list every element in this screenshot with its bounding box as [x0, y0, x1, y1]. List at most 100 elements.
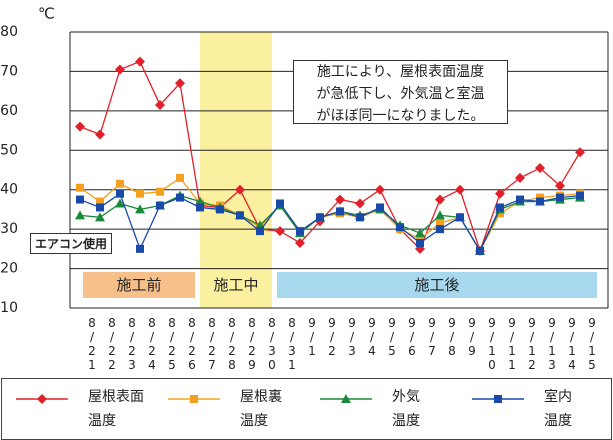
- marker: [216, 205, 224, 214]
- marker: [436, 225, 444, 234]
- legend-label: 外気 温度: [392, 389, 420, 429]
- marker: [136, 189, 144, 198]
- y-tick-label: 50: [0, 142, 18, 158]
- marker: [556, 193, 564, 202]
- series-line: [79, 194, 581, 253]
- legend-swatch: [472, 395, 524, 403]
- marker: [536, 197, 544, 206]
- marker: [115, 198, 125, 208]
- x-tick-label: 9/5: [385, 316, 399, 358]
- marker: [555, 180, 565, 191]
- x-tick-label: 8/28: [225, 316, 239, 372]
- x-tick-label: 9/15: [585, 316, 599, 372]
- legend-label: 屋根表面 温度: [88, 389, 144, 429]
- marker: [455, 184, 465, 195]
- marker: [356, 213, 364, 222]
- callout: エアコン使用: [30, 233, 113, 254]
- unit-label: ℃: [38, 5, 55, 23]
- marker: [335, 194, 345, 205]
- marker: [494, 395, 502, 403]
- x-tick-label: 9/4: [365, 316, 379, 358]
- marker: [436, 219, 444, 228]
- marker: [336, 207, 344, 216]
- x-tick-label: 8/31: [285, 316, 299, 372]
- marker: [176, 193, 184, 202]
- marker: [76, 183, 84, 192]
- marker: [275, 226, 285, 237]
- x-tick-label: 9/2: [325, 316, 339, 358]
- marker: [416, 238, 424, 247]
- series-line: [79, 192, 581, 253]
- marker: [341, 394, 351, 403]
- marker: [95, 212, 105, 222]
- legend-item: 屋根裏 温度: [166, 383, 316, 435]
- phase-shade: [200, 32, 272, 308]
- marker: [415, 228, 425, 238]
- marker: [495, 188, 505, 199]
- marker: [116, 189, 124, 198]
- x-tick-label: 9/10: [485, 316, 499, 372]
- marker: [190, 395, 198, 403]
- legend: 屋根表面 温度 屋根裏 温度 外気 温度 室内 温度: [1, 378, 612, 440]
- x-tick-label: 8/29: [245, 316, 259, 372]
- marker: [75, 121, 85, 132]
- x-tick-label: 9/8: [445, 316, 459, 358]
- legend-item: 屋根表面 温度: [14, 383, 164, 435]
- marker: [295, 237, 305, 248]
- x-tick-label: 8/23: [125, 316, 139, 372]
- marker: [156, 187, 164, 196]
- legend-swatch: [320, 394, 372, 403]
- x-tick-label: 8/21: [85, 316, 99, 372]
- marker: [375, 184, 385, 195]
- legend-swatch: [16, 394, 68, 404]
- marker: [195, 196, 205, 206]
- marker: [476, 246, 484, 255]
- x-tick-label: 8/30: [265, 316, 279, 372]
- marker: [176, 173, 184, 182]
- legend-label: 室内 温度: [544, 389, 572, 429]
- marker: [296, 227, 304, 236]
- x-tick-label: 9/7: [425, 316, 439, 358]
- marker: [396, 223, 404, 232]
- marker: [75, 210, 85, 220]
- marker: [496, 203, 504, 212]
- marker: [515, 172, 525, 183]
- marker: [116, 179, 124, 188]
- y-tick-label: 70: [0, 63, 18, 79]
- phase-label: 施工後: [277, 272, 597, 298]
- x-tick-label: 9/3: [345, 316, 359, 358]
- x-tick-label: 9/13: [545, 316, 559, 372]
- marker: [316, 213, 324, 222]
- y-tick-label: 40: [0, 182, 18, 198]
- marker: [95, 129, 105, 140]
- x-tick-label: 8/22: [105, 316, 119, 372]
- phase-label: 施工前: [83, 272, 195, 298]
- marker: [435, 194, 445, 205]
- y-tick-label: 80: [0, 24, 18, 40]
- marker: [236, 211, 244, 220]
- marker: [37, 394, 47, 404]
- marker: [175, 78, 185, 89]
- x-tick-label: 9/11: [505, 316, 519, 372]
- legend-item: 外気 温度: [318, 383, 468, 435]
- legend-label: 屋根裏 温度: [240, 389, 282, 429]
- legend-item: 室内 温度: [470, 383, 613, 435]
- y-tick-label: 60: [0, 103, 18, 119]
- phase-label: 施工中: [213, 276, 259, 294]
- x-tick-label: 9/14: [565, 316, 579, 372]
- x-tick-label: 8/25: [165, 316, 179, 372]
- marker: [156, 201, 164, 210]
- y-tick-label: 30: [0, 221, 18, 237]
- marker: [115, 64, 125, 75]
- marker: [76, 195, 84, 204]
- marker: [135, 204, 145, 214]
- marker: [155, 99, 165, 110]
- legend-swatch: [168, 395, 220, 403]
- marker: [136, 244, 144, 253]
- marker: [96, 203, 104, 212]
- marker: [516, 195, 524, 204]
- marker: [535, 163, 545, 174]
- marker: [376, 203, 384, 212]
- y-tick-label: 20: [0, 261, 18, 277]
